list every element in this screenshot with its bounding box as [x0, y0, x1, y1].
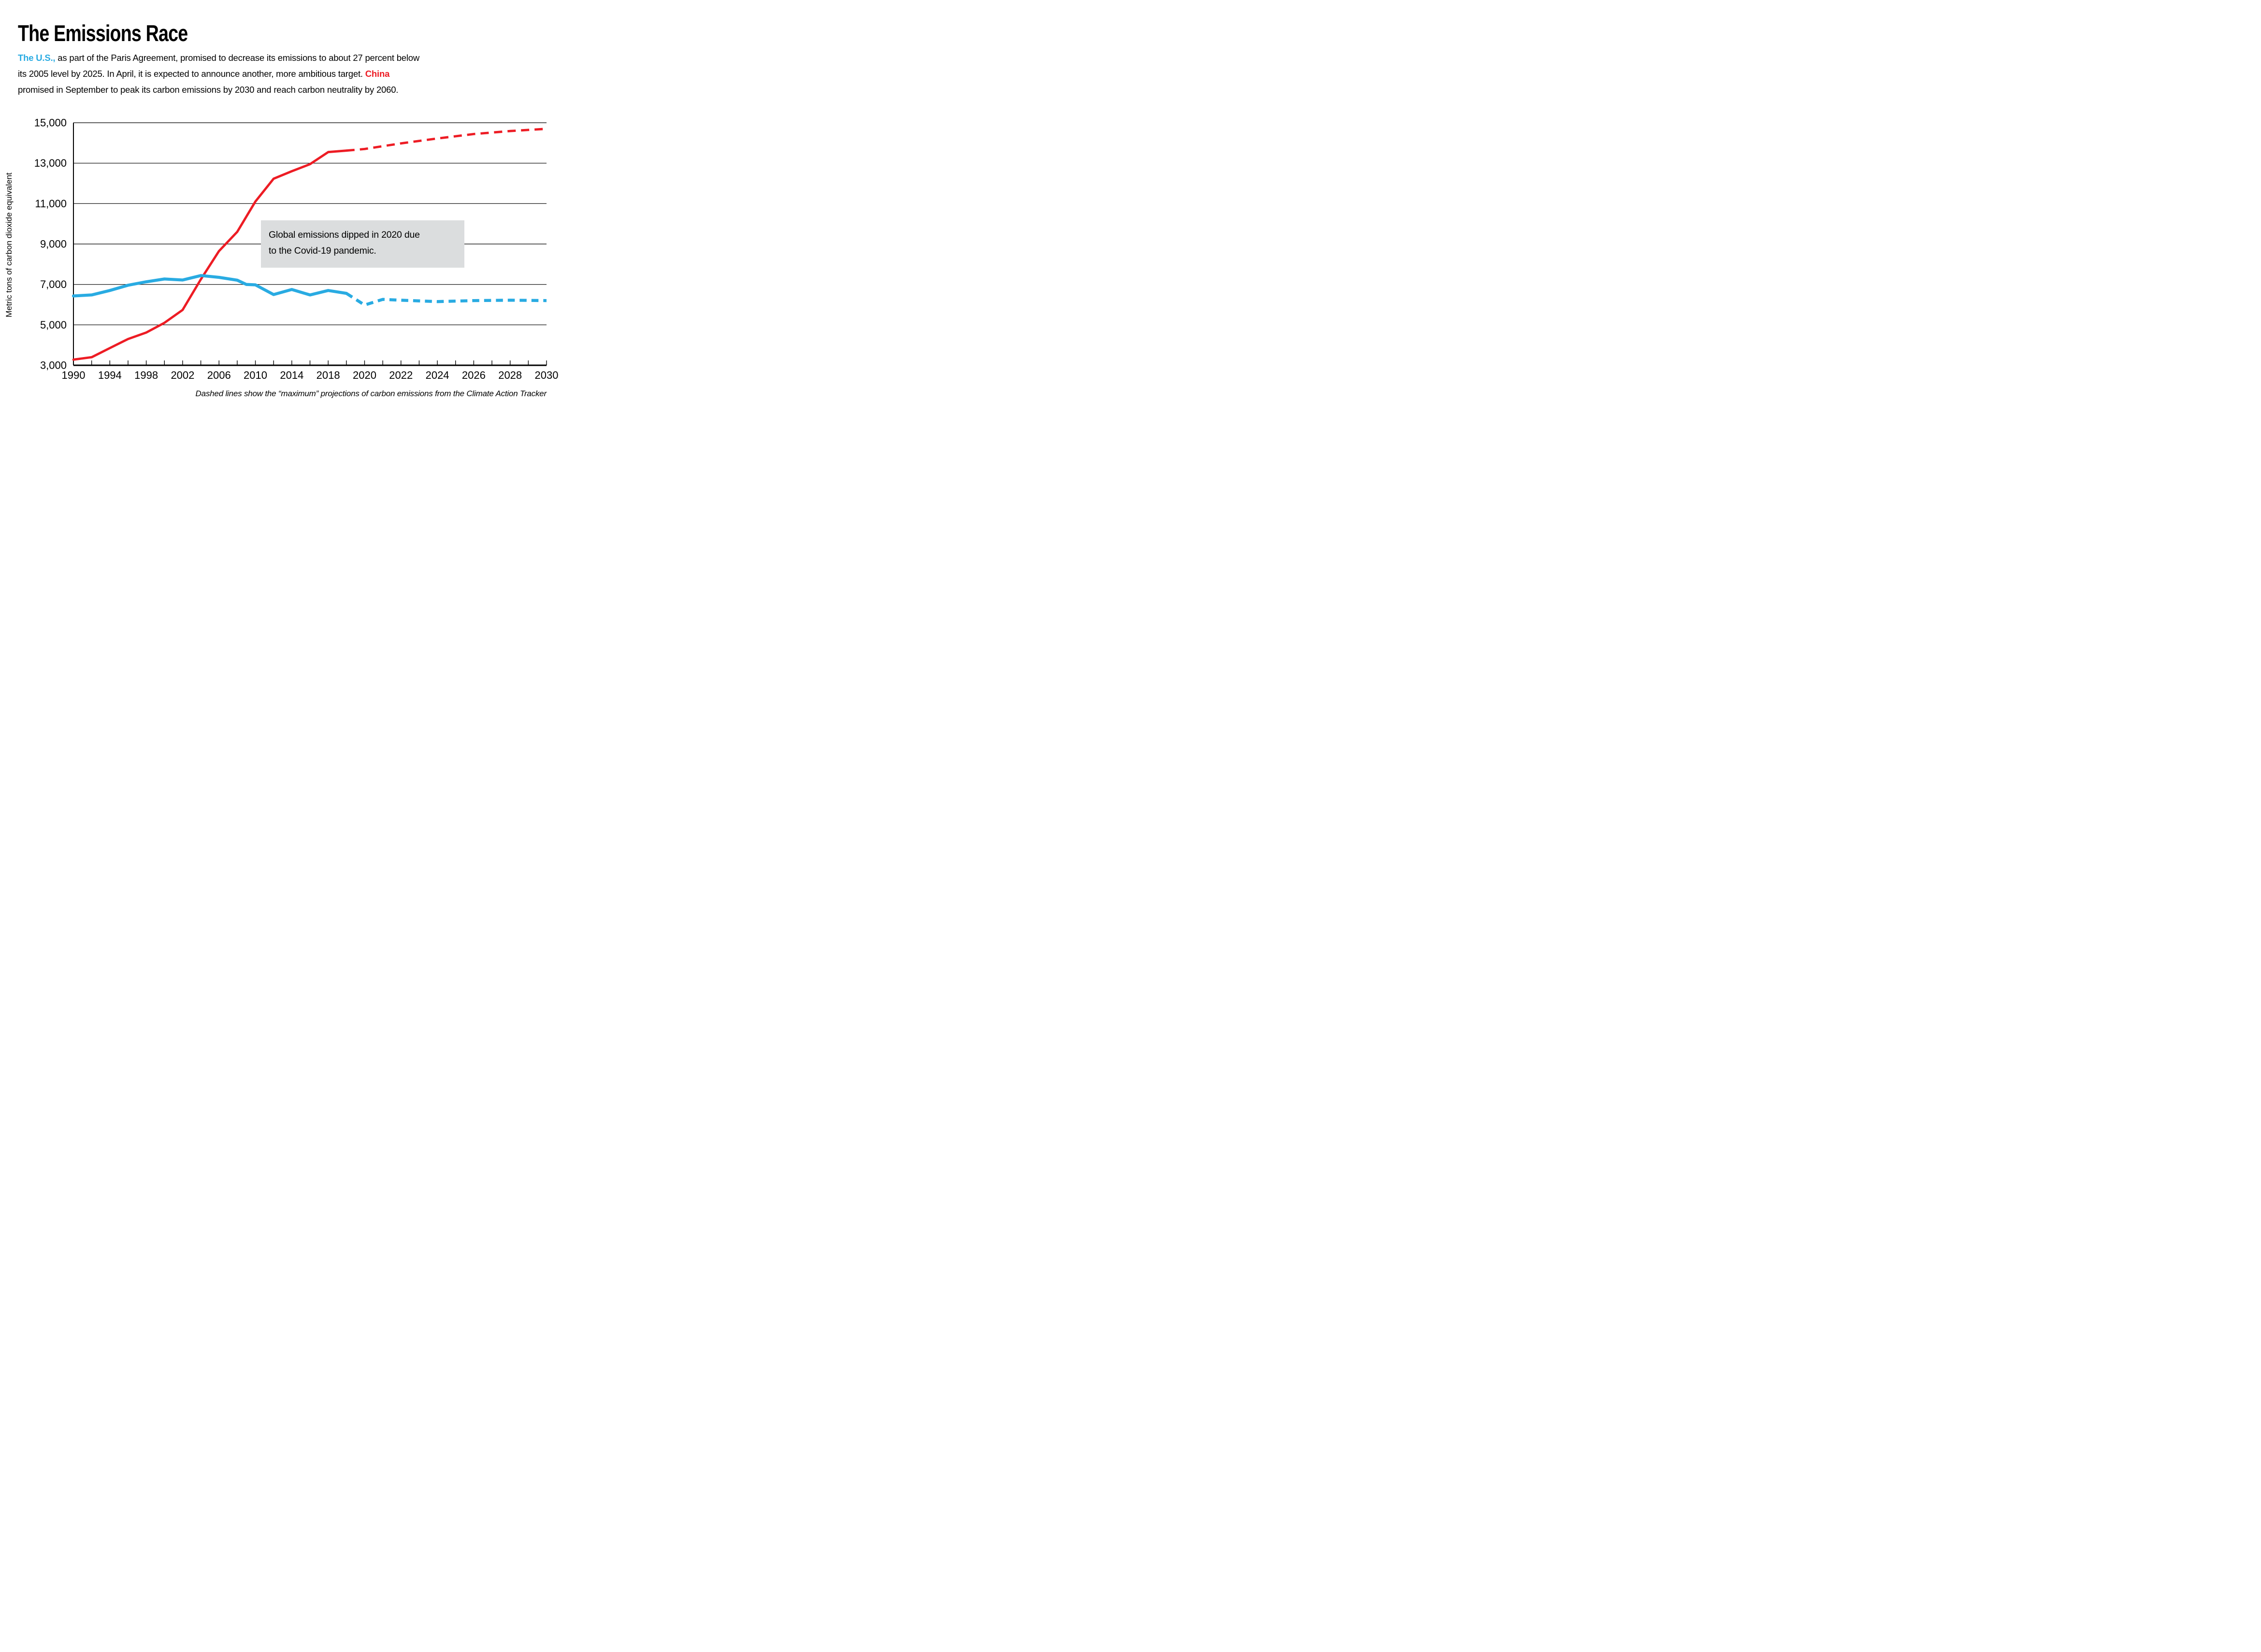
x-tick-label: 2026 — [462, 369, 486, 381]
subtitle-line3: promised in September to peak its carbon… — [18, 84, 399, 95]
y-axis-title: Metric tons of carbon dioxide equivalent — [4, 172, 14, 317]
x-tick-label: 2022 — [389, 369, 413, 381]
subtitle-line2: its 2005 level by 2025. In April, it is … — [18, 68, 365, 79]
series-us-solid-line — [72, 274, 348, 298]
series-us-projection-dashed-line — [346, 292, 547, 307]
x-tick-label: 1998 — [134, 369, 158, 381]
x-tick-label: 2002 — [171, 369, 194, 381]
annotation-box: Global emissions dipped in 2020 due to t… — [261, 220, 464, 268]
us-keyword: The U.S., — [18, 52, 56, 63]
x-tick-label: 2020 — [353, 369, 376, 381]
y-tick-label: 3,000 — [40, 359, 67, 372]
series-china-projection-dashed-line — [346, 128, 547, 152]
x-tick-label: 2028 — [498, 369, 522, 381]
subtitle-line1: as part of the Paris Agreement, promised… — [55, 52, 420, 63]
source-note: Dashed lines show the “maximum” projecti… — [195, 389, 547, 398]
y-tick-label: 13,000 — [34, 157, 67, 169]
y-tick-label: 5,000 — [40, 319, 67, 331]
x-tick-label: 1994 — [98, 369, 122, 381]
x-tick-label: 2014 — [280, 369, 303, 381]
x-tick-label: 2024 — [426, 369, 449, 381]
x-tick-label: 2030 — [535, 369, 559, 381]
annotation-line1: Global emissions dipped in 2020 due — [269, 230, 420, 240]
y-tick-label: 7,000 — [40, 278, 67, 290]
china-keyword: China — [365, 68, 390, 79]
chart-subtitle: The U.S., as part of the Paris Agreement… — [18, 50, 482, 98]
x-tick-label: 2010 — [244, 369, 267, 381]
y-tick-label: 11,000 — [35, 198, 67, 210]
x-tick-label: 2006 — [207, 369, 231, 381]
y-tick-label: 15,000 — [34, 117, 67, 129]
annotation-line2: to the Covid-19 pandemic. — [269, 245, 376, 256]
y-tick-label: 9,000 — [40, 238, 67, 250]
series-china-solid-line — [72, 149, 348, 361]
page-title: The Emissions Race — [18, 20, 188, 46]
x-tick-label: 2018 — [317, 369, 340, 381]
infographic-page: 15,000 13,000 11,000 9,000 7,000 5,000 3,000 19… — [0, 0, 565, 413]
x-tick-label: 1990 — [62, 369, 86, 381]
